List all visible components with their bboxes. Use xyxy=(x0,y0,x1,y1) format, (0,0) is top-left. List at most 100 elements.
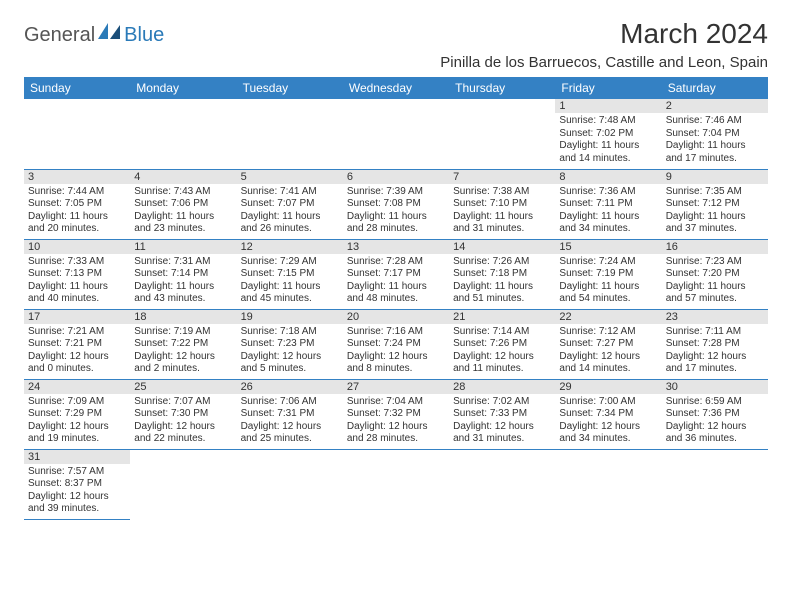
daylight-text: and 23 minutes. xyxy=(134,223,232,236)
logo-text-blue: Blue xyxy=(124,24,164,47)
calendar-cell xyxy=(662,449,768,519)
day-number: 29 xyxy=(555,380,661,394)
daylight-text: Daylight: 12 hours xyxy=(134,421,232,434)
calendar-cell xyxy=(24,99,130,169)
daylight-text: and 5 minutes. xyxy=(241,363,339,376)
page-header: General Blue March 2024 Pinilla de los B… xyxy=(24,18,768,71)
daylight-text: Daylight: 12 hours xyxy=(134,351,232,364)
daylight-text: and 28 minutes. xyxy=(347,223,445,236)
sunset-text: Sunset: 7:29 PM xyxy=(28,408,126,421)
daylight-text: and 40 minutes. xyxy=(28,293,126,306)
day-number: 2 xyxy=(662,99,768,113)
daylight-text: Daylight: 12 hours xyxy=(666,421,764,434)
calendar-cell xyxy=(237,99,343,169)
sunset-text: Sunset: 7:02 PM xyxy=(559,128,657,141)
calendar-cell xyxy=(237,449,343,519)
daylight-text: Daylight: 11 hours xyxy=(347,211,445,224)
sunset-text: Sunset: 7:12 PM xyxy=(666,198,764,211)
day-number: 10 xyxy=(24,240,130,254)
calendar-cell: 24Sunrise: 7:09 AMSunset: 7:29 PMDayligh… xyxy=(24,379,130,449)
day-number: 30 xyxy=(662,380,768,394)
calendar-cell: 8Sunrise: 7:36 AMSunset: 7:11 PMDaylight… xyxy=(555,169,661,239)
day-number: 21 xyxy=(449,310,555,324)
calendar-cell: 16Sunrise: 7:23 AMSunset: 7:20 PMDayligh… xyxy=(662,239,768,309)
sunrise-text: Sunrise: 7:16 AM xyxy=(347,326,445,339)
sunrise-text: Sunrise: 7:28 AM xyxy=(347,256,445,269)
sunrise-text: Sunrise: 7:09 AM xyxy=(28,396,126,409)
daylight-text: Daylight: 12 hours xyxy=(453,351,551,364)
calendar-cell: 12Sunrise: 7:29 AMSunset: 7:15 PMDayligh… xyxy=(237,239,343,309)
day-header: Wednesday xyxy=(343,77,449,99)
sunrise-text: Sunrise: 7:35 AM xyxy=(666,186,764,199)
calendar-cell: 30Sunrise: 6:59 AMSunset: 7:36 PMDayligh… xyxy=(662,379,768,449)
daylight-text: and 26 minutes. xyxy=(241,223,339,236)
day-number: 31 xyxy=(24,450,130,464)
logo: General Blue xyxy=(24,24,164,47)
calendar-cell: 20 Sunrise: 7:16 AMSunset: 7:24 PMDayligh… xyxy=(343,309,449,379)
sunset-text: Sunset: 7:11 PM xyxy=(559,198,657,211)
calendar-week-row: 24Sunrise: 7:09 AMSunset: 7:29 PMDayligh… xyxy=(24,379,768,449)
calendar-cell: 28Sunrise: 7:02 AMSunset: 7:33 PMDayligh… xyxy=(449,379,555,449)
daylight-text: and 48 minutes. xyxy=(347,293,445,306)
calendar-cell: 15Sunrise: 7:24 AMSunset: 7:19 PMDayligh… xyxy=(555,239,661,309)
day-number: 6 xyxy=(343,170,449,184)
daylight-text: Daylight: 12 hours xyxy=(28,351,126,364)
sunset-text: Sunset: 7:26 PM xyxy=(453,338,551,351)
logo-sail-icon xyxy=(98,23,122,39)
sunrise-text: Sunrise: 7:33 AM xyxy=(28,256,126,269)
calendar-cell xyxy=(130,99,236,169)
calendar-cell: 14Sunrise: 7:26 AMSunset: 7:18 PMDayligh… xyxy=(449,239,555,309)
sunset-text: Sunset: 7:18 PM xyxy=(453,268,551,281)
sunset-text: Sunset: 7:23 PM xyxy=(241,338,339,351)
day-number: 4 xyxy=(130,170,236,184)
sunset-text: Sunset: 7:17 PM xyxy=(347,268,445,281)
day-header: Monday xyxy=(130,77,236,99)
daylight-text: Daylight: 12 hours xyxy=(347,351,445,364)
daylight-text: Daylight: 11 hours xyxy=(559,281,657,294)
calendar-cell: 5Sunrise: 7:41 AMSunset: 7:07 PMDaylight… xyxy=(237,169,343,239)
daylight-text: Daylight: 11 hours xyxy=(28,211,126,224)
daylight-text: and 25 minutes. xyxy=(241,433,339,446)
daylight-text: and 45 minutes. xyxy=(241,293,339,306)
day-number: 16 xyxy=(662,240,768,254)
sunset-text: Sunset: 7:10 PM xyxy=(453,198,551,211)
daylight-text: Daylight: 12 hours xyxy=(666,351,764,364)
calendar-cell xyxy=(343,99,449,169)
daylight-text: and 19 minutes. xyxy=(28,433,126,446)
daylight-text: Daylight: 12 hours xyxy=(241,421,339,434)
daylight-text: and 14 minutes. xyxy=(559,153,657,166)
calendar-body: 1Sunrise: 7:48 AMSunset: 7:02 PMDaylight… xyxy=(24,99,768,519)
daylight-text: Daylight: 11 hours xyxy=(666,281,764,294)
daylight-text: and 0 minutes. xyxy=(28,363,126,376)
sunrise-text: Sunrise: 7:19 AM xyxy=(134,326,232,339)
calendar-cell: 21Sunrise: 7:14 AMSunset: 7:26 PMDayligh… xyxy=(449,309,555,379)
day-number: 20 xyxy=(343,310,449,324)
daylight-text: Daylight: 11 hours xyxy=(241,281,339,294)
calendar-cell: 19Sunrise: 7:18 AMSunset: 7:23 PMDayligh… xyxy=(237,309,343,379)
day-number: 22 xyxy=(555,310,661,324)
sunrise-text: Sunrise: 7:57 AM xyxy=(28,466,126,479)
sunrise-text: Sunrise: 6:59 AM xyxy=(666,396,764,409)
daylight-text: and 17 minutes. xyxy=(666,153,764,166)
sunset-text: Sunset: 7:08 PM xyxy=(347,198,445,211)
daylight-text: Daylight: 11 hours xyxy=(28,281,126,294)
calendar-cell: 10 Sunrise: 7:33 AMSunset: 7:13 PMDayligh… xyxy=(24,239,130,309)
sunset-text: Sunset: 7:13 PM xyxy=(28,268,126,281)
sunset-text: Sunset: 7:05 PM xyxy=(28,198,126,211)
sunrise-text: Sunrise: 7:46 AM xyxy=(666,115,764,128)
sunrise-text: Sunrise: 7:44 AM xyxy=(28,186,126,199)
daylight-text: and 37 minutes. xyxy=(666,223,764,236)
daylight-text: Daylight: 11 hours xyxy=(666,140,764,153)
day-header: Tuesday xyxy=(237,77,343,99)
daylight-text: and 20 minutes. xyxy=(28,223,126,236)
calendar-cell: 23Sunrise: 7:11 AMSunset: 7:28 PMDayligh… xyxy=(662,309,768,379)
day-number: 1 xyxy=(555,99,661,113)
sunset-text: Sunset: 7:27 PM xyxy=(559,338,657,351)
daylight-text: Daylight: 11 hours xyxy=(666,211,764,224)
sunset-text: Sunset: 7:15 PM xyxy=(241,268,339,281)
sunset-text: Sunset: 7:24 PM xyxy=(347,338,445,351)
daylight-text: Daylight: 12 hours xyxy=(453,421,551,434)
daylight-text: and 22 minutes. xyxy=(134,433,232,446)
calendar-cell: 25Sunrise: 7:07 AMSunset: 7:30 PMDayligh… xyxy=(130,379,236,449)
sunrise-text: Sunrise: 7:04 AM xyxy=(347,396,445,409)
